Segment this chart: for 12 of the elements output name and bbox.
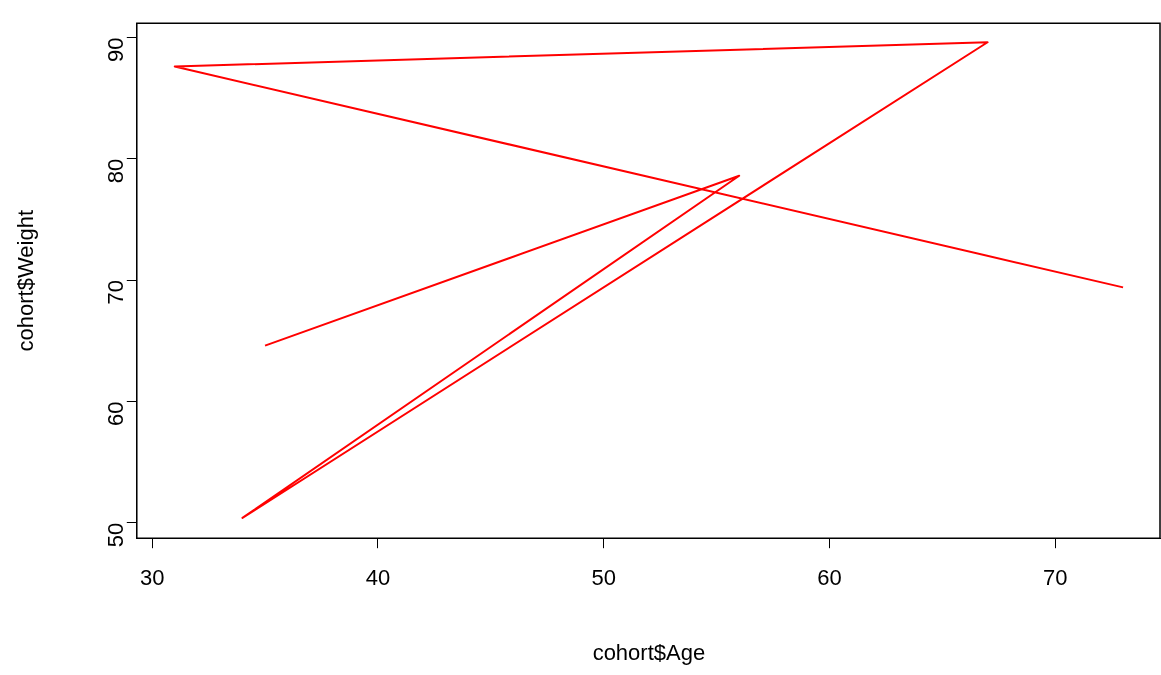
y-tick-label: 70 [102, 280, 128, 305]
y-tick-label: 80 [102, 158, 128, 184]
y-axis-title: cohort$Weight [13, 209, 39, 352]
x-tick-label: 40 [365, 565, 391, 591]
y-tick-label: 50 [102, 522, 128, 548]
x-tick-label: 70 [1043, 565, 1068, 591]
x-tick-label: 60 [817, 565, 842, 591]
y-tick-label: 90 [102, 37, 128, 62]
x-axis-title: cohort$Age [592, 639, 706, 665]
y-tick-label: 60 [102, 401, 128, 426]
x-tick-label: 50 [591, 565, 616, 591]
x-tick-label: 30 [139, 565, 165, 591]
